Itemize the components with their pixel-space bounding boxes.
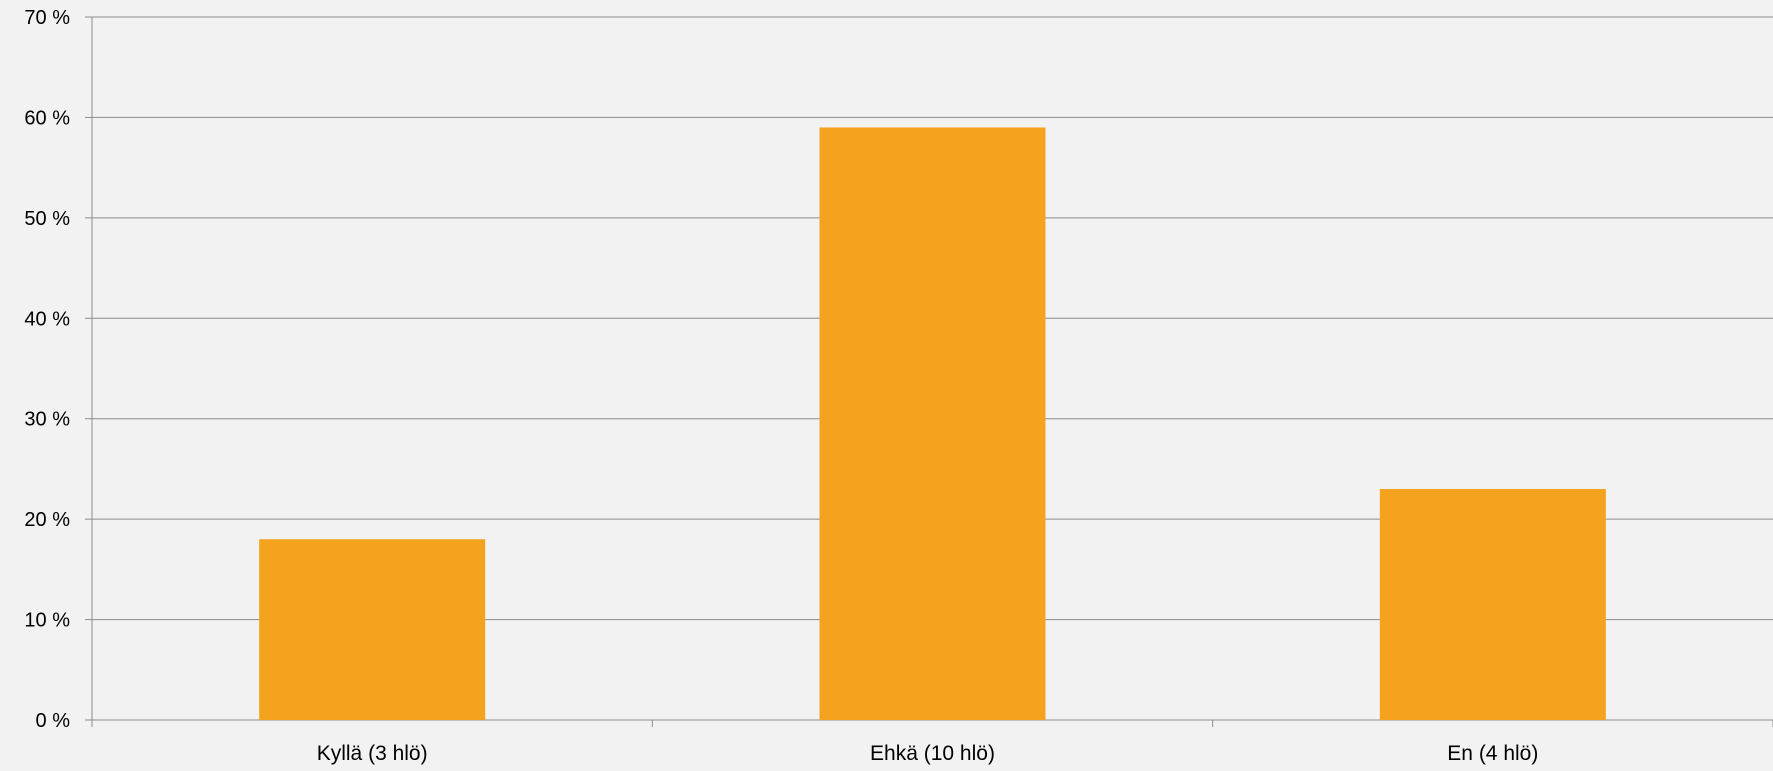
bar (259, 539, 486, 720)
y-axis-tick-labels: 0 % 10 % 20 % 30 % 40 % 50 % 60 % 70 % (24, 7, 70, 732)
x-category-label: Ehkä (10 hlö) (870, 742, 995, 765)
y-tick-label: 30 % (24, 409, 70, 431)
y-tick-label: 40 % (24, 308, 70, 330)
y-tick-label: 60 % (24, 107, 70, 129)
bar (819, 127, 1046, 720)
y-tick-label: 10 % (24, 610, 70, 632)
x-category-label: En (4 hlö) (1447, 742, 1538, 765)
bar (1379, 489, 1606, 720)
y-tick-label: 20 % (24, 509, 70, 531)
y-tick-label: 0 % (36, 710, 71, 732)
y-tick-label: 50 % (24, 208, 70, 230)
y-tick-label: 70 % (24, 7, 70, 29)
bars (259, 127, 1606, 720)
x-axis-category-labels: Kyllä (3 hlö) Ehkä (10 hlö) En (4 hlö) (317, 742, 1539, 765)
x-category-label: Kyllä (3 hlö) (317, 742, 428, 765)
